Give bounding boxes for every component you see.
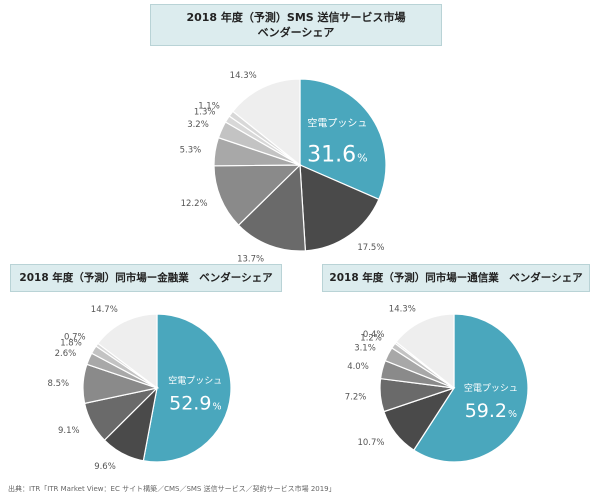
highlight-value-percent: % bbox=[212, 402, 221, 413]
source-note: 出典：ITR「ITR Market View：EC サイト構築／CMS／SMS … bbox=[8, 485, 336, 493]
pie-slice bbox=[237, 163, 307, 252]
highlight-value: 52.9% bbox=[169, 393, 221, 415]
highlight-value-number: 59.2 bbox=[465, 400, 507, 422]
pie-slice bbox=[231, 78, 301, 167]
pie-chart-1: 17.5% 13.7% 12.2% 5.3% 3.2% 1.3%1.1% 14.3% 空電プッ… bbox=[180, 71, 387, 264]
highlight-vendor-label: 空電プッシュ bbox=[464, 382, 518, 394]
main-chart-title-line1: 2018 年度（予測）SMS 送信サービス市場 bbox=[186, 11, 406, 24]
slice-label: 1.2% bbox=[360, 334, 382, 344]
slice-label: 13.7% bbox=[237, 254, 264, 264]
highlight-value-number: 31.6 bbox=[307, 143, 356, 168]
slice-label: 10.7% bbox=[357, 438, 384, 448]
slice-label: 3.1% bbox=[354, 344, 376, 354]
pie-slice bbox=[142, 313, 232, 463]
slice-label: 9.6% bbox=[94, 462, 116, 472]
pie-slice bbox=[213, 164, 302, 226]
highlight-vendor-label: 空電プッシュ bbox=[307, 117, 367, 130]
pie-chart-3: 10.7% 7.2% 4.0% 3.1%1.2%0.4% 14.3% 空電プッシュ 59.2… bbox=[345, 305, 529, 463]
telecom-chart-title: 2018 年度（予測）同市場ー通信業 ベンダーシェア bbox=[322, 264, 590, 292]
slice-label: 9.1% bbox=[58, 426, 80, 436]
slice-label: 0.7% bbox=[64, 333, 86, 343]
pie-slice bbox=[395, 313, 455, 390]
slice-label: 1.1% bbox=[198, 101, 220, 111]
pie-slice bbox=[412, 313, 529, 463]
pie-slice bbox=[97, 313, 158, 390]
slice-label: 14.3% bbox=[389, 305, 416, 315]
pie-slice bbox=[299, 164, 380, 252]
highlight-value-percent: % bbox=[357, 152, 367, 165]
slice-label: 12.2% bbox=[181, 199, 208, 209]
slice-label: 2.6% bbox=[55, 349, 77, 359]
main-chart-title: 2018 年度（予測）SMS 送信サービス市場 ベンダーシェア bbox=[150, 4, 442, 46]
pie-slice bbox=[299, 78, 387, 201]
slice-label: 7.2% bbox=[345, 393, 367, 403]
highlight-value: 59.2% bbox=[465, 400, 517, 422]
slice-label: 1.3% bbox=[194, 108, 216, 118]
slice-label: 8.5% bbox=[47, 379, 69, 389]
slice-label: 4.0% bbox=[347, 362, 369, 372]
highlight-value: 31.6% bbox=[307, 143, 367, 168]
slice-label: 5.3% bbox=[180, 145, 202, 155]
slice-label: 14.3% bbox=[230, 71, 257, 81]
slice-label: 0.4% bbox=[363, 330, 385, 340]
highlight-vendor-label: 空電プッシュ bbox=[168, 375, 222, 387]
slice-label: 3.2% bbox=[187, 120, 209, 130]
slice-label: 17.5% bbox=[357, 243, 384, 253]
highlight-value-number: 52.9 bbox=[169, 393, 211, 415]
finance-chart-title: 2018 年度（予測）同市場ー金融業 ベンダーシェア bbox=[10, 264, 282, 292]
slice-label: 1.8% bbox=[60, 338, 82, 348]
pie-chart-2: 9.6% 9.1% 8.5% 2.6%1.8%0.7% 14.7% 空電プッシュ 52.9% bbox=[47, 305, 232, 472]
slice-label: 14.7% bbox=[91, 305, 118, 315]
main-chart-title-line2: ベンダーシェア bbox=[257, 26, 335, 39]
highlight-value-percent: % bbox=[508, 409, 517, 420]
